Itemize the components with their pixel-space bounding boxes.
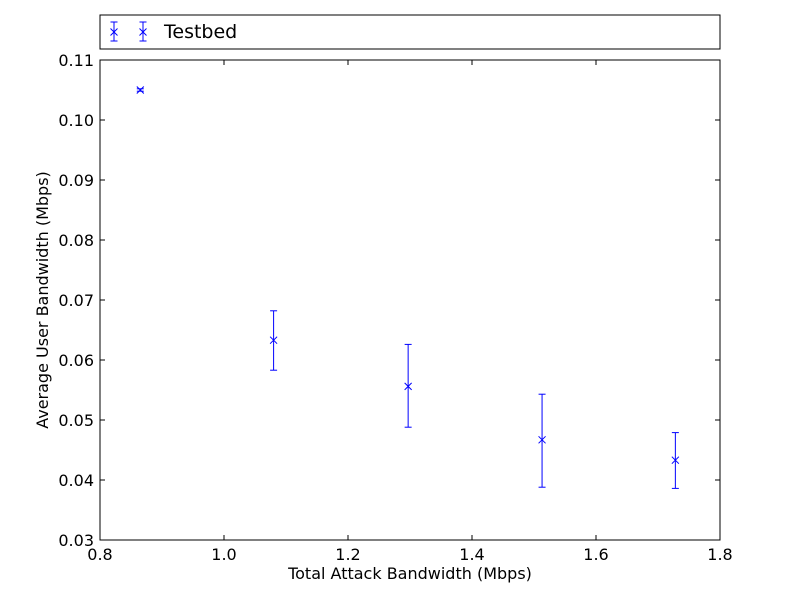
tick-labels: 0.8 1.0 1.2 1.4 1.6 1.8 0.03 0.04 0.05 0.06 0.07 0.… <box>58 51 732 564</box>
y-tick-label: 0.07 <box>58 291 94 310</box>
data-marks <box>136 86 680 489</box>
y-tick-label: 0.03 <box>58 531 94 550</box>
y-tick-label: 0.10 <box>58 111 94 130</box>
data-point <box>538 435 546 444</box>
legend-x-symbol <box>110 28 118 36</box>
legend-x-symbol <box>139 28 147 36</box>
legend-label: Testbed <box>163 21 237 43</box>
y-tick-label: 0.05 <box>58 411 94 430</box>
error-bar <box>538 393 546 488</box>
x-tick-label: 1.0 <box>211 545 236 564</box>
y-tick-label: 0.08 <box>58 231 94 250</box>
data-point <box>404 382 412 391</box>
x-tick-label: 1.4 <box>459 545 484 564</box>
legend-box <box>99 14 721 50</box>
y-tick-label: 0.04 <box>58 471 94 490</box>
x-tick-label: 0.8 <box>87 545 112 564</box>
data-point <box>671 456 680 465</box>
x-tick-label: 1.8 <box>707 545 732 564</box>
x-axis-label: Total Attack Bandwidth (Mbps) <box>287 564 532 583</box>
y-tick-label: 0.09 <box>58 171 94 190</box>
plot-frame <box>99 59 721 541</box>
x-tick-label: 1.6 <box>583 545 608 564</box>
x-tick-label: 1.2 <box>335 545 360 564</box>
y-tick-label: 0.11 <box>58 51 94 70</box>
data-point <box>269 336 278 345</box>
ticks <box>99 59 721 541</box>
data-point <box>136 86 145 94</box>
y-axis-label: Average User Bandwidth (Mbps) <box>33 171 52 429</box>
legend: Testbed <box>99 14 721 50</box>
y-tick-label: 0.06 <box>58 351 94 370</box>
legend-marker <box>110 21 147 42</box>
